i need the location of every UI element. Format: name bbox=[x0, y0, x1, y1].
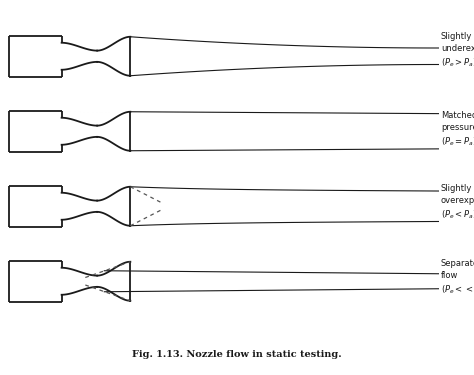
Text: Slightly
overexpanded
$(P_e < P_a)$: Slightly overexpanded $(P_e < P_a)$ bbox=[441, 184, 474, 221]
Text: Matched
pressure
$(P_e = P_a)$: Matched pressure $(P_e = P_a)$ bbox=[441, 111, 474, 148]
Text: Fig. 1.13. Nozzle flow in static testing.: Fig. 1.13. Nozzle flow in static testing… bbox=[132, 350, 342, 359]
Text: Slightly
underexpanded
$(P_e > P_a)$: Slightly underexpanded $(P_e > P_a)$ bbox=[441, 32, 474, 69]
Text: Separated
flow
$(P_e << P_a)$: Separated flow $(P_e << P_a)$ bbox=[441, 259, 474, 296]
